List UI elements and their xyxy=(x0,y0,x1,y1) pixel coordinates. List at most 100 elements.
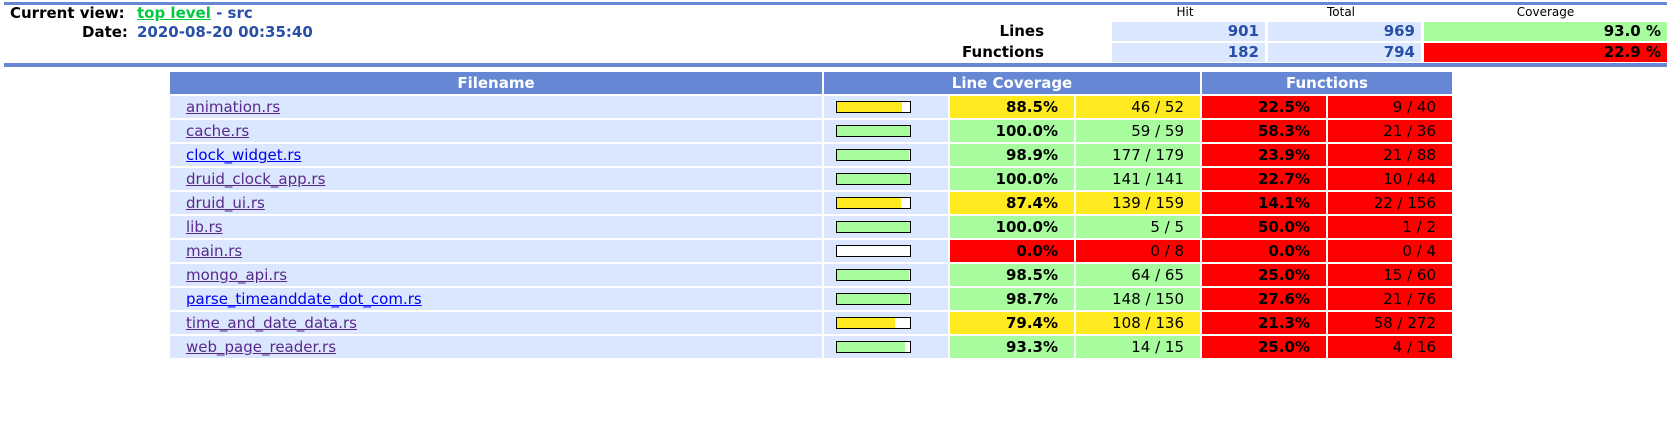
table-row: main.rs 0.0% 0 / 8 0.0% 0 / 4 xyxy=(170,240,1452,262)
summary-coverage-header: Coverage xyxy=(1516,5,1575,19)
filename-cell: main.rs xyxy=(170,240,822,262)
coverage-bar-cell xyxy=(824,288,948,310)
line-coverage-percent: 98.7% xyxy=(950,288,1074,310)
coverage-bar-fill xyxy=(837,126,910,136)
line-coverage-percent: 88.5% xyxy=(950,96,1074,118)
function-coverage-percent: 25.0% xyxy=(1202,264,1326,286)
table-row: web_page_reader.rs 93.3% 14 / 15 25.0% 4 / 1… xyxy=(170,336,1452,358)
summary-lines-hit: 901 xyxy=(1112,22,1265,41)
summary-functions-label: Functions xyxy=(962,43,1044,61)
table-row: mongo_api.rs 98.5% 64 / 65 25.0% 15 / 60 xyxy=(170,264,1452,286)
file-link[interactable]: main.rs xyxy=(186,242,243,260)
date-label: Date: xyxy=(82,23,128,41)
coverage-bar-fill xyxy=(837,270,909,280)
line-coverage-count: 0 / 8 xyxy=(1076,240,1200,262)
function-coverage-count: 4 / 16 xyxy=(1328,336,1452,358)
coverage-bar-fill xyxy=(837,150,910,160)
file-link[interactable]: time_and_date_data.rs xyxy=(186,314,357,332)
filename-header: Filename xyxy=(170,72,822,94)
file-link[interactable]: web_page_reader.rs xyxy=(186,338,337,356)
line-coverage-count: 141 / 141 xyxy=(1076,168,1200,190)
function-coverage-count: 1 / 2 xyxy=(1328,216,1452,238)
line-coverage-count: 5 / 5 xyxy=(1076,216,1200,238)
top-rule xyxy=(4,2,1667,5)
function-coverage-percent: 25.0% xyxy=(1202,336,1326,358)
coverage-bar xyxy=(836,197,911,209)
function-coverage-count: 22 / 156 xyxy=(1328,192,1452,214)
line-coverage-percent: 98.9% xyxy=(950,144,1074,166)
coverage-bar xyxy=(836,173,911,185)
line-coverage-percent: 98.5% xyxy=(950,264,1074,286)
function-coverage-count: 10 / 44 xyxy=(1328,168,1452,190)
file-link[interactable]: druid_ui.rs xyxy=(186,194,265,212)
function-coverage-percent: 22.5% xyxy=(1202,96,1326,118)
table-row: time_and_date_data.rs 79.4% 108 / 136 21.3%… xyxy=(170,312,1452,334)
line-coverage-percent: 93.3% xyxy=(950,336,1074,358)
file-link[interactable]: druid_clock_app.rs xyxy=(186,170,326,188)
summary-lines-total: 969 xyxy=(1268,22,1421,41)
coverage-bar-fill xyxy=(837,102,902,112)
line-coverage-percent: 79.4% xyxy=(950,312,1074,334)
table-row: druid_clock_app.rs 100.0% 141 / 141 22.7% 10… xyxy=(170,168,1452,190)
current-view-label: Current view: xyxy=(10,4,125,22)
table-row: clock_widget.rs 98.9% 177 / 179 23.9% 21 / 8… xyxy=(170,144,1452,166)
filename-cell: web_page_reader.rs xyxy=(170,336,822,358)
coverage-bar-cell xyxy=(824,216,948,238)
functions-header: Functions xyxy=(1202,72,1452,94)
coverage-bar-fill xyxy=(837,222,910,232)
coverage-bar-cell xyxy=(824,168,948,190)
filename-cell: mongo_api.rs xyxy=(170,264,822,286)
coverage-bar-fill xyxy=(837,174,910,184)
coverage-bar-cell xyxy=(824,144,948,166)
file-link[interactable]: mongo_api.rs xyxy=(186,266,288,284)
line-coverage-count: 108 / 136 xyxy=(1076,312,1200,334)
line-coverage-percent: 0.0% xyxy=(950,240,1074,262)
file-link[interactable]: parse_timeanddate_dot_com.rs xyxy=(186,290,422,308)
line-coverage-header: Line Coverage xyxy=(824,72,1200,94)
function-coverage-percent: 14.1% xyxy=(1202,192,1326,214)
summary-hit-header: Hit xyxy=(1176,5,1194,19)
file-link[interactable]: clock_widget.rs xyxy=(186,146,302,164)
coverage-bar-cell xyxy=(824,336,948,358)
line-coverage-count: 59 / 59 xyxy=(1076,120,1200,142)
file-link[interactable]: lib.rs xyxy=(186,218,223,236)
function-coverage-percent: 21.3% xyxy=(1202,312,1326,334)
function-coverage-count: 15 / 60 xyxy=(1328,264,1452,286)
filename-cell: clock_widget.rs xyxy=(170,144,822,166)
coverage-bar-cell xyxy=(824,192,948,214)
table-row: parse_timeanddate_dot_com.rs 98.7% 148 / 1… xyxy=(170,288,1452,310)
filename-cell: time_and_date_data.rs xyxy=(170,312,822,334)
function-coverage-percent: 23.9% xyxy=(1202,144,1326,166)
table-row: animation.rs 88.5% 46 / 52 22.5% 9 / 40 xyxy=(170,96,1452,118)
summary-lines-label: Lines xyxy=(999,22,1044,40)
filename-cell: animation.rs xyxy=(170,96,822,118)
coverage-bar-cell xyxy=(824,96,948,118)
function-coverage-percent: 22.7% xyxy=(1202,168,1326,190)
function-coverage-percent: 50.0% xyxy=(1202,216,1326,238)
function-coverage-count: 9 / 40 xyxy=(1328,96,1452,118)
function-coverage-percent: 27.6% xyxy=(1202,288,1326,310)
summary-functions-total: 794 xyxy=(1268,43,1421,62)
coverage-bar-cell xyxy=(824,120,948,142)
coverage-bar xyxy=(836,269,911,281)
top-level-link[interactable]: top level xyxy=(137,4,211,22)
coverage-bar xyxy=(836,125,911,137)
summary-total-header: Total xyxy=(1326,5,1356,19)
function-coverage-count: 0 / 4 xyxy=(1328,240,1452,262)
coverage-bar-cell xyxy=(824,240,948,262)
function-coverage-count: 21 / 76 xyxy=(1328,288,1452,310)
file-link[interactable]: animation.rs xyxy=(186,98,281,116)
summary-functions-coverage: 22.9 % xyxy=(1424,43,1667,62)
table-row: lib.rs 100.0% 5 / 5 50.0% 1 / 2 xyxy=(170,216,1452,238)
line-coverage-percent: 100.0% xyxy=(950,120,1074,142)
coverage-bar-cell xyxy=(824,264,948,286)
filename-cell: lib.rs xyxy=(170,216,822,238)
line-coverage-count: 148 / 150 xyxy=(1076,288,1200,310)
coverage-bar xyxy=(836,221,911,233)
coverage-bar xyxy=(836,293,911,305)
coverage-table: Filename Line Coverage Functions animati… xyxy=(168,70,1454,360)
coverage-bar xyxy=(836,245,911,257)
file-link[interactable]: cache.rs xyxy=(186,122,250,140)
line-coverage-percent: 87.4% xyxy=(950,192,1074,214)
coverage-bar-fill xyxy=(837,294,910,304)
